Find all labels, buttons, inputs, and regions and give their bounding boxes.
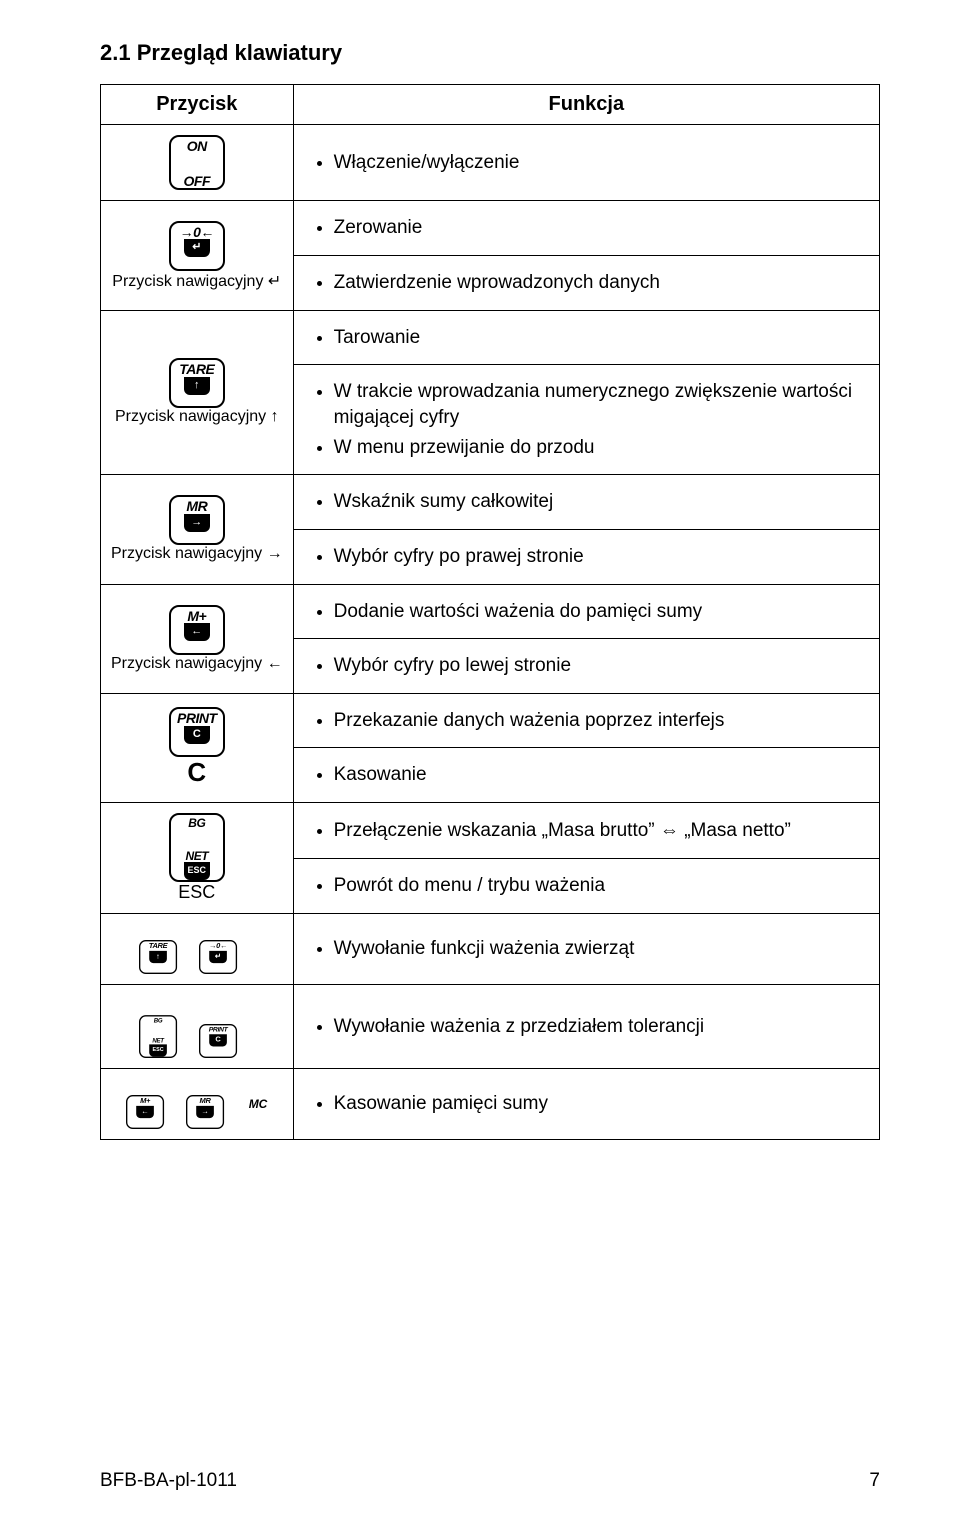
func-text: Zatwierdzenie wprowadzonych danych <box>334 270 867 296</box>
key-on-off-cell: ON OFF <box>101 125 294 201</box>
zero-key-icon: →0← ↵ <box>169 221 225 271</box>
func-mr-a: Wskaźnik sumy całkowitej <box>293 475 879 530</box>
key-mr-cell: MR → Przycisk nawigacyjny → <box>101 475 294 584</box>
key-print-cell: PRINT C C <box>101 693 294 802</box>
esc-label: ESC <box>178 882 215 902</box>
func-text: Powrót do menu / trybu ważenia <box>334 873 867 899</box>
header-funkcja: Funkcja <box>293 85 879 125</box>
func-text: Zerowanie <box>334 215 867 241</box>
func-text: Włączenie/wyłączenie <box>334 150 867 176</box>
func-print-a: Przekazanie danych ważenia poprzez inter… <box>293 693 879 748</box>
func-zero-b: Zatwierdzenie wprowadzonych danych <box>293 256 879 311</box>
func-bgnet-b: Powrót do menu / trybu ważenia <box>293 858 879 914</box>
func-tolerance: Wywołanie ważenia z przedziałem toleranc… <box>293 985 879 1069</box>
func-tare-a: Tarowanie <box>293 310 879 365</box>
func-text: Wskaźnik sumy całkowitej <box>334 489 867 515</box>
c-label: C <box>187 757 206 787</box>
keyboard-overview-table: Przycisk Funkcja ON OFF Włączenie/wyłącz… <box>100 84 880 1140</box>
func-text: Dodanie wartości ważenia do pamięci sumy <box>334 599 867 625</box>
nav-label: Przycisk nawigacyjny ↑ <box>115 408 279 425</box>
key-bgnet-cell: BG NET ESC ESC <box>101 803 294 914</box>
nav-label: Przycisk nawigacyjny → <box>111 545 283 562</box>
func-text: Wywołanie ważenia z przedziałem toleranc… <box>334 1014 867 1040</box>
func-bgnet-a: Przełączenie wskazania „Masa brutto” ⇔ „… <box>293 803 879 859</box>
print-key-icon: PRINT C <box>169 707 225 757</box>
on-off-key-icon: ON OFF <box>169 135 225 190</box>
mc-label: MC <box>249 1097 268 1111</box>
func-mplus-b: Wybór cyfry po lewej stronie <box>293 639 879 694</box>
func-text: W menu przewijanie do przodu <box>334 435 867 461</box>
func-mr-b: Wybór cyfry po prawej stronie <box>293 529 879 584</box>
page-footer: BFB-BA-pl-1011 7 <box>100 1470 880 1492</box>
func-mplus-a: Dodanie wartości ważenia do pamięci sumy <box>293 584 879 639</box>
nav-label: Przycisk nawigacyjny ↵ <box>112 273 281 290</box>
func-text: Wywołanie funkcji ważenia zwierząt <box>334 936 867 962</box>
key-mplus-cell: M+ ← Przycisk nawigacyjny ← <box>101 584 294 693</box>
func-print-b: Kasowanie <box>293 748 879 803</box>
key-combo-mc-cell: M+← MR→ MC <box>101 1069 294 1140</box>
footer-page-num: 7 <box>869 1470 880 1492</box>
header-przycisk: Przycisk <box>101 85 294 125</box>
section-heading: 2.1 Przegląd klawiatury <box>100 40 880 66</box>
func-text: Wybór cyfry po lewej stronie <box>334 653 867 679</box>
key-combo-animals-cell: TARE↑ →0←↵ <box>101 914 294 985</box>
combo-mplus-mr-icon: M+← MR→ <box>126 1079 242 1129</box>
key-tare-cell: TARE ↑ Przycisk nawigacyjny ↑ <box>101 310 294 475</box>
combo-tare-zero-icon: TARE↑ →0←↵ <box>139 924 255 974</box>
func-text: Wybór cyfry po prawej stronie <box>334 544 867 570</box>
func-animals: Wywołanie funkcji ważenia zwierząt <box>293 914 879 985</box>
nav-label: Przycisk nawigacyjny ← <box>111 655 283 672</box>
key-zero-cell: →0← ↵ Przycisk nawigacyjny ↵ <box>101 201 294 310</box>
bgnet-key-icon: BG NET ESC <box>169 813 225 882</box>
func-text: Przekazanie danych ważenia poprzez inter… <box>334 708 867 734</box>
func-clear-sum: Kasowanie pamięci sumy <box>293 1069 879 1140</box>
func-text: Kasowanie pamięci sumy <box>334 1091 867 1117</box>
func-text: Kasowanie <box>334 762 867 788</box>
tare-key-icon: TARE ↑ <box>169 358 225 408</box>
func-tare-b: W trakcie wprowadzania numerycznego zwię… <box>293 365 879 475</box>
footer-doc-id: BFB-BA-pl-1011 <box>100 1470 237 1492</box>
key-combo-tol-cell: BGNETESC PRINTC <box>101 985 294 1069</box>
func-text: W trakcie wprowadzania numerycznego zwię… <box>334 379 867 430</box>
mr-key-icon: MR → <box>169 495 225 545</box>
func-on-off: Włączenie/wyłączenie <box>293 125 879 201</box>
func-text: Przełączenie wskazania „Masa brutto” ⇔ „… <box>334 818 867 844</box>
func-text: Tarowanie <box>334 325 867 351</box>
combo-bgnet-print-icon: BGNETESC PRINTC <box>139 995 255 1058</box>
func-zero-a: Zerowanie <box>293 201 879 256</box>
mplus-key-icon: M+ ← <box>169 605 225 655</box>
